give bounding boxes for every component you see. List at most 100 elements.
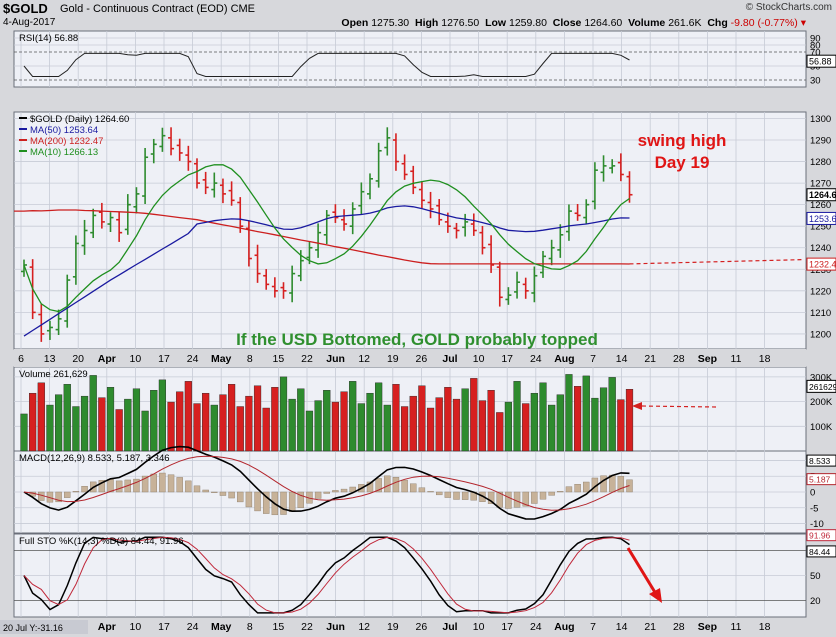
date-tick-label: 28 — [673, 353, 685, 365]
sto-arrow-head — [649, 588, 662, 603]
price-bar — [81, 219, 88, 255]
price-bar — [591, 162, 598, 210]
macd-histogram-bar — [64, 491, 71, 498]
date-tick-label-bottom: Sep — [698, 621, 717, 633]
price-bar — [600, 155, 607, 182]
price-bar — [505, 287, 512, 305]
price-bar — [211, 172, 218, 198]
macd-histogram-bar — [548, 491, 555, 496]
vol-last-label: 261629 — [809, 382, 836, 392]
rsi-legend: RSI(14) 56.88 — [19, 33, 78, 44]
macd-tick: -10 — [810, 519, 824, 530]
price-bar — [133, 187, 140, 214]
date-tick-label-bottom: 28 — [673, 621, 685, 633]
date-tick-label: 10 — [473, 353, 485, 365]
volume-bar — [245, 395, 253, 452]
date-tick-label-bottom: 22 — [301, 621, 313, 633]
macd-histogram-bar — [55, 491, 62, 503]
volume-bar — [279, 376, 288, 452]
price-bar — [548, 239, 555, 266]
price-bar — [617, 153, 624, 182]
price-tick-label: 1300 — [810, 114, 831, 125]
price-bar — [228, 181, 235, 206]
price-bar — [358, 182, 365, 215]
volume-bar — [530, 392, 538, 452]
volume-bar — [366, 392, 374, 452]
price-last-box — [806, 188, 836, 202]
price-bar — [341, 209, 348, 231]
sto-arrow-line — [626, 547, 658, 595]
macd-signal-line — [23, 455, 630, 511]
volume-bar — [46, 404, 54, 452]
volume-bar — [617, 399, 625, 452]
volume-bar — [262, 407, 270, 452]
macd-histogram-bar — [141, 475, 149, 493]
date-tick-label: 24 — [187, 353, 199, 365]
volume-bar — [522, 403, 530, 452]
volume-bar — [219, 394, 227, 452]
macd-histogram-bar — [427, 491, 434, 493]
macd-histogram-bar — [461, 491, 469, 500]
volume-bar — [461, 388, 469, 452]
price-bar — [38, 303, 45, 342]
macd-histogram-bar — [366, 481, 374, 493]
macd-histogram-bar — [159, 472, 166, 493]
price-bar — [237, 197, 244, 233]
price-panel — [13, 111, 807, 350]
macd-histogram-bar — [254, 491, 261, 512]
price-tick-label: 1200 — [810, 329, 831, 340]
price-bar — [90, 208, 97, 239]
date-tick-label-bottom: 17 — [501, 621, 513, 633]
volume-bar — [478, 400, 487, 452]
volume-bar — [124, 398, 132, 452]
ohlc-summary: Open 1275.30 High 1276.50 Low 1259.80 Cl… — [341, 17, 806, 29]
chart-header: $GOLD Gold - Continuous Contract (EOD) C… — [0, 0, 836, 30]
price-bar — [176, 138, 183, 161]
macd-tick: -5 — [810, 503, 818, 514]
macd-histogram-bar — [193, 485, 201, 493]
date-tick-label-bottom: 12 — [358, 621, 370, 633]
price-bar — [263, 269, 270, 290]
volume-bar — [504, 401, 513, 452]
date-tick-label: Jun — [326, 353, 345, 365]
date-tick-label: Jul — [442, 353, 457, 365]
brand-watermark: © StockCharts.com — [745, 2, 832, 13]
price-bar — [254, 244, 261, 283]
rsi-last-label: 56.88 — [809, 57, 832, 67]
volume-bar — [297, 388, 305, 452]
volume-bar — [288, 398, 296, 452]
volume-bar — [29, 392, 37, 452]
date-tick-label: 20 — [72, 353, 84, 365]
volume-bar — [150, 390, 158, 452]
price-bar — [427, 191, 434, 219]
ma200-line — [13, 209, 630, 265]
date-tick-label: 10 — [130, 353, 142, 365]
price-tick-label: 1280 — [810, 157, 831, 168]
price-bar — [626, 171, 633, 203]
macd-histogram-bar — [107, 479, 114, 493]
date-tick-label: May — [211, 353, 232, 365]
volume-bar — [210, 404, 218, 452]
macd-histogram-bar — [219, 491, 227, 496]
volume-bar — [20, 413, 28, 452]
macd-histogram-bar — [539, 491, 547, 500]
price-bar — [453, 222, 460, 239]
macd-histogram-bar — [513, 491, 521, 508]
price-tick-label: 1260 — [810, 200, 831, 211]
macd-histogram-bar — [202, 489, 209, 493]
price-last-label: 1232.4 — [809, 260, 836, 270]
legend-entry: MA(10) 1266.13 — [30, 147, 98, 158]
sto-tick: 20 — [810, 596, 821, 607]
volume-bar — [72, 406, 80, 452]
date-tick-label: 17 — [158, 353, 170, 365]
date-tick-label: 17 — [501, 353, 513, 365]
volume-bar — [401, 406, 409, 452]
sto-last-label: 91.96 — [809, 531, 831, 541]
macd-histogram-bar — [375, 478, 382, 493]
date-tick-label: 24 — [530, 353, 542, 365]
volume-bar — [106, 387, 115, 452]
price-bar — [583, 199, 590, 225]
sto-tick: 50 — [810, 571, 821, 582]
price-bar — [142, 147, 149, 204]
macd-histogram-bar — [617, 476, 625, 493]
